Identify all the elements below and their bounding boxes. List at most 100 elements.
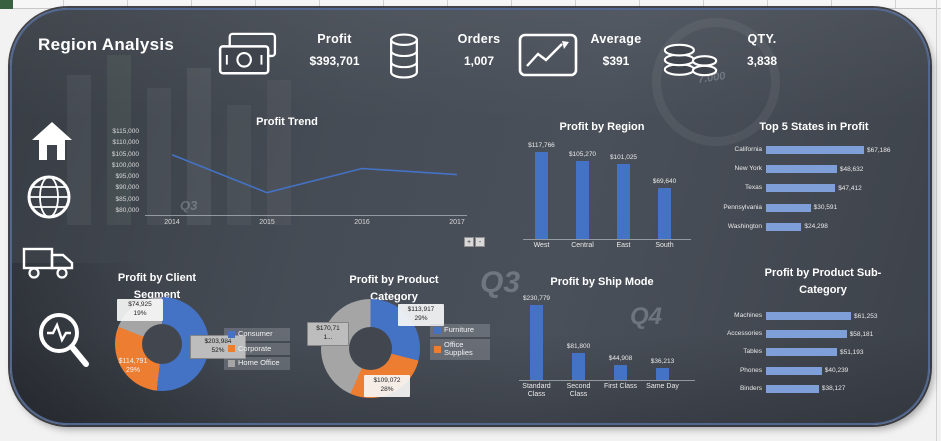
legend-label: Furniture — [444, 325, 475, 334]
category-label: Binders — [739, 384, 762, 392]
page-title: Region Analysis — [38, 35, 175, 54]
cash-icon — [217, 30, 279, 85]
legend-item-corporate[interactable]: Corporate — [224, 342, 290, 356]
kpi-label: QTY. — [747, 32, 777, 46]
legend-label: Home Office — [238, 358, 280, 368]
chart-title-sub-category: Profit by Product Sub- Category — [738, 265, 908, 299]
column-bar-second-class[interactable] — [572, 353, 585, 380]
column-bar-central[interactable] — [576, 161, 589, 239]
title-line: Profit by Client — [117, 272, 197, 284]
label-more: 1... — [323, 333, 333, 341]
h-bar-phones[interactable] — [766, 366, 822, 375]
legend-swatch — [434, 326, 441, 334]
category-label: Machines — [734, 312, 762, 319]
x-axis-label: First Class — [603, 383, 638, 390]
category-label: Accessories — [726, 330, 762, 338]
kpi-value: 1,007 — [463, 54, 495, 68]
label-pct: 52% — [211, 346, 225, 354]
category-label: California — [734, 146, 762, 153]
sub-category-chart[interactable]: Machines $61,253 Accessories $58,181 Tables $… — [712, 304, 927, 400]
zoom-in-button[interactable]: + — [464, 237, 474, 247]
label-value: $74,925 — [128, 301, 152, 308]
chart-title-top5-states: Top 5 States in Profit — [759, 121, 869, 133]
h-bar-texas[interactable] — [766, 184, 836, 193]
column-bar-west[interactable] — [535, 152, 548, 239]
h-bar-new-york[interactable] — [766, 165, 837, 174]
legend-label: Consumer — [238, 329, 273, 338]
category-label: Washington — [727, 222, 762, 230]
bar-value-label: $36,213 — [650, 358, 675, 366]
zoom-out-button[interactable]: - — [475, 237, 485, 247]
kpi-label: Average — [590, 32, 642, 46]
database-icon — [382, 32, 426, 85]
label-pct: 29% — [414, 314, 428, 322]
profit-trend-line[interactable] — [171, 154, 458, 194]
label-value: $114,791 — [118, 358, 148, 365]
x-axis-line — [145, 215, 467, 216]
legend-item-furniture[interactable]: Furniture — [430, 324, 490, 337]
h-bar-binders[interactable] — [766, 384, 819, 393]
x-axis-label: Standard Class — [522, 383, 551, 399]
bar-value-label: $48,632 — [839, 165, 864, 173]
globe-icon[interactable] — [26, 174, 72, 225]
column-bar-first-class[interactable] — [614, 365, 627, 380]
product-category-legend: Furniture Office Supplies — [430, 324, 490, 360]
column-bar-same-day[interactable] — [656, 368, 669, 380]
top5-states-chart[interactable]: California $67,186 New York $48,632 Texas $47… — [712, 140, 927, 240]
h-bar-california[interactable] — [766, 146, 864, 154]
category-label: Phones — [739, 366, 762, 374]
title-line: Profit by Product Sub- — [764, 267, 882, 279]
x-axis-label: Central — [571, 242, 594, 249]
bar-value-label: $81,800 — [566, 343, 591, 351]
client-segment-legend: Consumer Corporate Home Office — [224, 328, 290, 370]
bar-value-label: $117,766 — [528, 142, 555, 149]
search-pulse-icon[interactable] — [34, 308, 92, 375]
spreadsheet-gridline — [936, 0, 937, 441]
column-bar-standard-class[interactable] — [530, 305, 543, 380]
y-axis-tick-label: $95,000 — [115, 173, 140, 181]
legend-item-home-office[interactable]: Home Office — [224, 357, 290, 370]
h-bar-accessories[interactable] — [766, 330, 847, 339]
home-icon[interactable] — [30, 120, 74, 167]
kpi-average: Average $391 — [574, 32, 658, 68]
category-label: New York — [734, 165, 762, 173]
x-axis-label: 2014 — [164, 219, 180, 226]
x-axis-line — [519, 380, 695, 381]
h-bar-tables[interactable] — [766, 348, 837, 357]
dashboard-card: Q3 Q3 Q4 7.000 Region Analysis Profit $3… — [10, 8, 930, 425]
h-bar-pennsylvania[interactable] — [766, 203, 811, 212]
legend-label: Corporate — [238, 343, 272, 353]
data-label-furniture: $113,917 29% — [398, 304, 444, 326]
label-value: $113,917 — [407, 306, 435, 313]
x-axis-label: 2016 — [354, 219, 370, 226]
legend-item-office-supplies[interactable]: Office Supplies — [430, 338, 490, 360]
legend-swatch — [228, 345, 235, 353]
data-label-consumer: $203,984 52% — [190, 335, 246, 359]
bar-value-label: $61,253 — [854, 312, 878, 320]
column-bar-east[interactable] — [617, 164, 630, 239]
bar-value-label: $230,779 — [522, 295, 551, 302]
category-label: Tables — [743, 348, 762, 356]
label-pct: 29% — [125, 367, 140, 375]
kpi-label: Profit — [317, 32, 352, 46]
h-bar-washington[interactable] — [766, 222, 802, 231]
donut-hole — [142, 324, 182, 364]
category-label: Pennsylvania — [723, 203, 762, 211]
y-axis-tick-label: $85,000 — [115, 195, 140, 203]
line-chart-icon — [518, 33, 578, 82]
truck-icon[interactable] — [22, 242, 76, 287]
profit-trend-chart[interactable]: $115,000 $110,000 $105,000 $100,000 $95,000 $… — [97, 122, 477, 234]
trend-plot-area — [171, 154, 458, 194]
bar-value-label: $51,193 — [840, 348, 864, 356]
kpi-profit: Profit $393,701 — [292, 32, 377, 68]
data-label-office-supplies: $109,072 28% — [364, 375, 410, 397]
y-axis-tick-label: $80,000 — [115, 207, 140, 215]
legend-label: Office Supplies — [444, 339, 473, 358]
h-bar-machines[interactable] — [766, 312, 851, 320]
bar-value-label: $67,186 — [867, 146, 891, 154]
profit-by-region-chart[interactable]: $117,766 West $105,270 Central $101,025 East $… — [517, 136, 697, 254]
profit-by-ship-mode-chart[interactable]: $230,779 Standard Class $81,800 Second Clas… — [517, 292, 702, 404]
x-axis-label: South — [655, 242, 674, 249]
legend-item-consumer[interactable]: Consumer — [224, 328, 290, 341]
column-bar-south[interactable] — [658, 187, 671, 239]
